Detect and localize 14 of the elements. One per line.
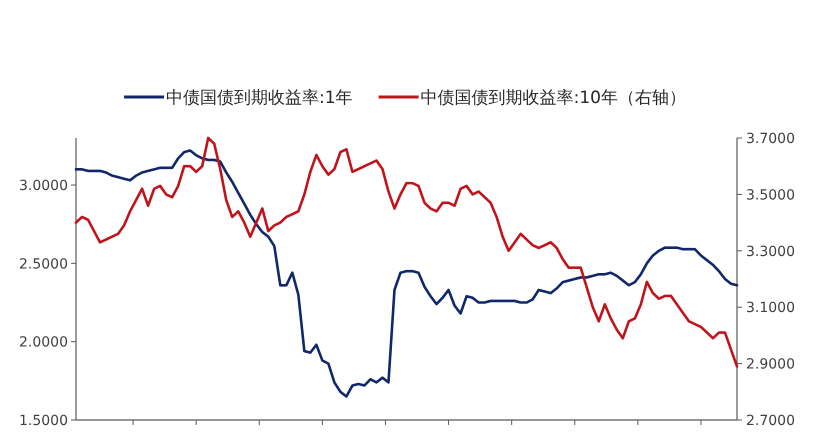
- y2-tick-label: 2.7000: [746, 413, 795, 429]
- y-tick-label: 3.0000: [19, 178, 68, 194]
- y2-tick-label: 3.5000: [746, 187, 795, 204]
- y2-tick-label: 3.1000: [746, 300, 795, 316]
- y2-tick-label: 3.3000: [746, 244, 795, 260]
- legend-label: 中债国债到期收益率:10年（右轴）: [420, 88, 686, 108]
- y-tick-label: 2.0000: [19, 334, 68, 351]
- legend-label: 中债国债到期收益率:1年: [166, 88, 353, 108]
- y-tick-label: 2.5000: [19, 256, 68, 272]
- line-series: [74, 136, 738, 368]
- line-series: [74, 149, 738, 398]
- y2-tick-label: 3.7000: [746, 131, 795, 147]
- y2-tick-label: 2.9000: [746, 356, 795, 373]
- y-tick-label: 1.5000: [19, 413, 68, 429]
